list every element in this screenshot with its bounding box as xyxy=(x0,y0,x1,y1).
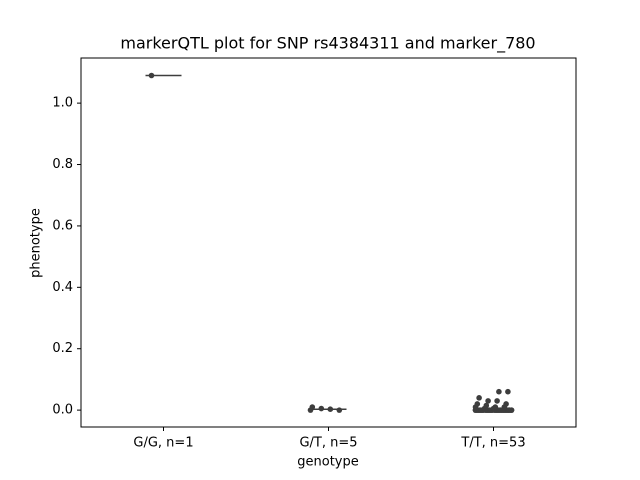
y-tick-label: 0.0 xyxy=(52,403,73,418)
x-tick-label: G/T, n=5 xyxy=(299,436,357,451)
point xyxy=(327,406,334,412)
point xyxy=(318,405,325,412)
x-tick-label: G/G, n=1 xyxy=(133,436,193,451)
y-tick-label: 0.2 xyxy=(52,341,73,356)
point xyxy=(476,395,482,401)
y-tick-label: 1.0 xyxy=(52,96,73,111)
point xyxy=(494,398,500,404)
x-tick-label: T/T, n=53 xyxy=(460,436,525,451)
point xyxy=(508,407,515,413)
y-tick-label: 0.8 xyxy=(52,157,73,172)
y-axis-label: phenotype xyxy=(29,208,44,278)
x-axis-label: genotype xyxy=(297,455,358,470)
point xyxy=(474,401,481,407)
point xyxy=(496,388,502,395)
point xyxy=(505,388,511,395)
point xyxy=(483,402,490,409)
y-tick-label: 0.4 xyxy=(52,280,73,295)
point xyxy=(148,72,155,79)
point xyxy=(336,407,343,413)
chart-title: markerQTL plot for SNP rs4384311 and mar… xyxy=(120,34,535,54)
point xyxy=(503,401,509,407)
plot-frame xyxy=(80,57,577,428)
y-tick-label: 0.6 xyxy=(52,218,73,233)
point xyxy=(309,404,316,410)
point xyxy=(485,398,491,404)
point xyxy=(492,404,499,410)
